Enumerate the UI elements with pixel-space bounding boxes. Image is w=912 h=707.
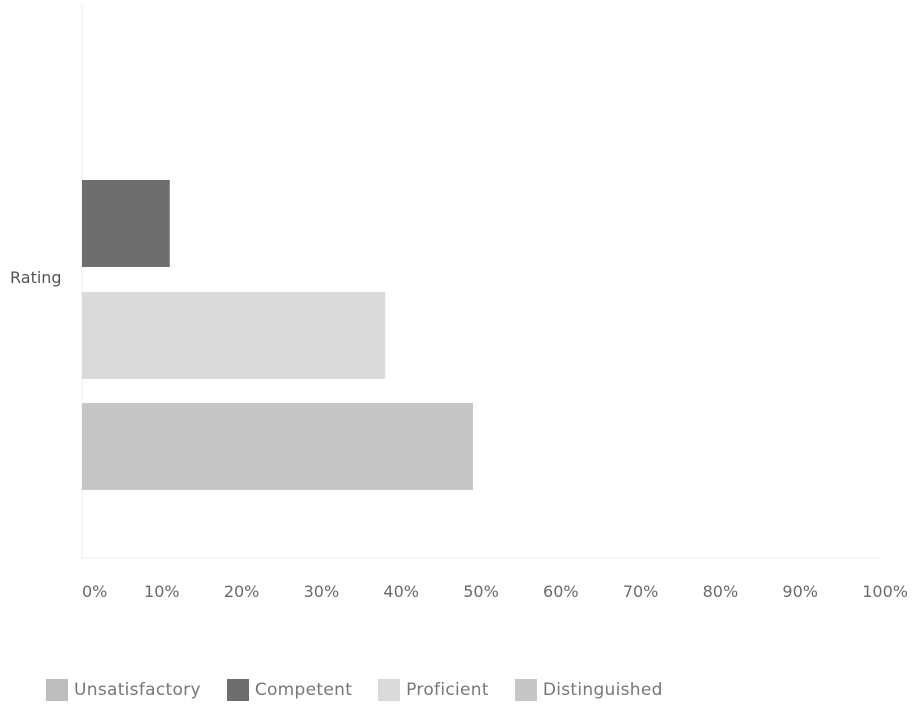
y-axis-label: Rating xyxy=(10,268,62,287)
legend-item-proficient[interactable]: Proficient xyxy=(378,679,489,701)
legend: Unsatisfactory Competent Proficient Disting… xyxy=(46,679,689,701)
bar-proficient xyxy=(82,292,386,379)
legend-item-unsatisfactory[interactable]: Unsatisfactory xyxy=(46,679,201,701)
legend-swatch xyxy=(378,679,401,701)
x-tick-label: 90% xyxy=(782,582,818,601)
x-tick-label: 60% xyxy=(543,582,579,601)
x-tick-label: 40% xyxy=(383,582,419,601)
legend-swatch xyxy=(46,679,68,701)
x-tick-label: 20% xyxy=(224,582,260,601)
x-tick-label: 10% xyxy=(144,582,180,601)
x-tick-label: 80% xyxy=(703,582,739,601)
x-tick-label: 0% xyxy=(82,582,107,601)
legend-label: Competent xyxy=(254,680,353,700)
bar-distinguished xyxy=(82,403,474,490)
legend-swatch xyxy=(226,679,249,701)
x-tick-label: 30% xyxy=(304,582,340,601)
x-tick-label: 50% xyxy=(463,582,499,601)
legend-item-competent[interactable]: Competent xyxy=(226,679,353,701)
legend-label: Distinguished xyxy=(542,680,663,700)
legend-item-distinguished[interactable]: Distinguished xyxy=(514,679,663,701)
legend-label: Unsatisfactory xyxy=(74,680,201,700)
legend-label: Proficient xyxy=(406,680,489,700)
x-tick-label: 70% xyxy=(623,582,659,601)
x-tick-label: 100% xyxy=(862,582,908,601)
x-tick-labels: 0% 10% 20% 30% 40% 50% 60% 70% 80% 90% 100% xyxy=(82,582,908,601)
legend-swatch xyxy=(514,679,537,701)
bars-group xyxy=(82,180,474,490)
bar-competent xyxy=(82,180,170,267)
